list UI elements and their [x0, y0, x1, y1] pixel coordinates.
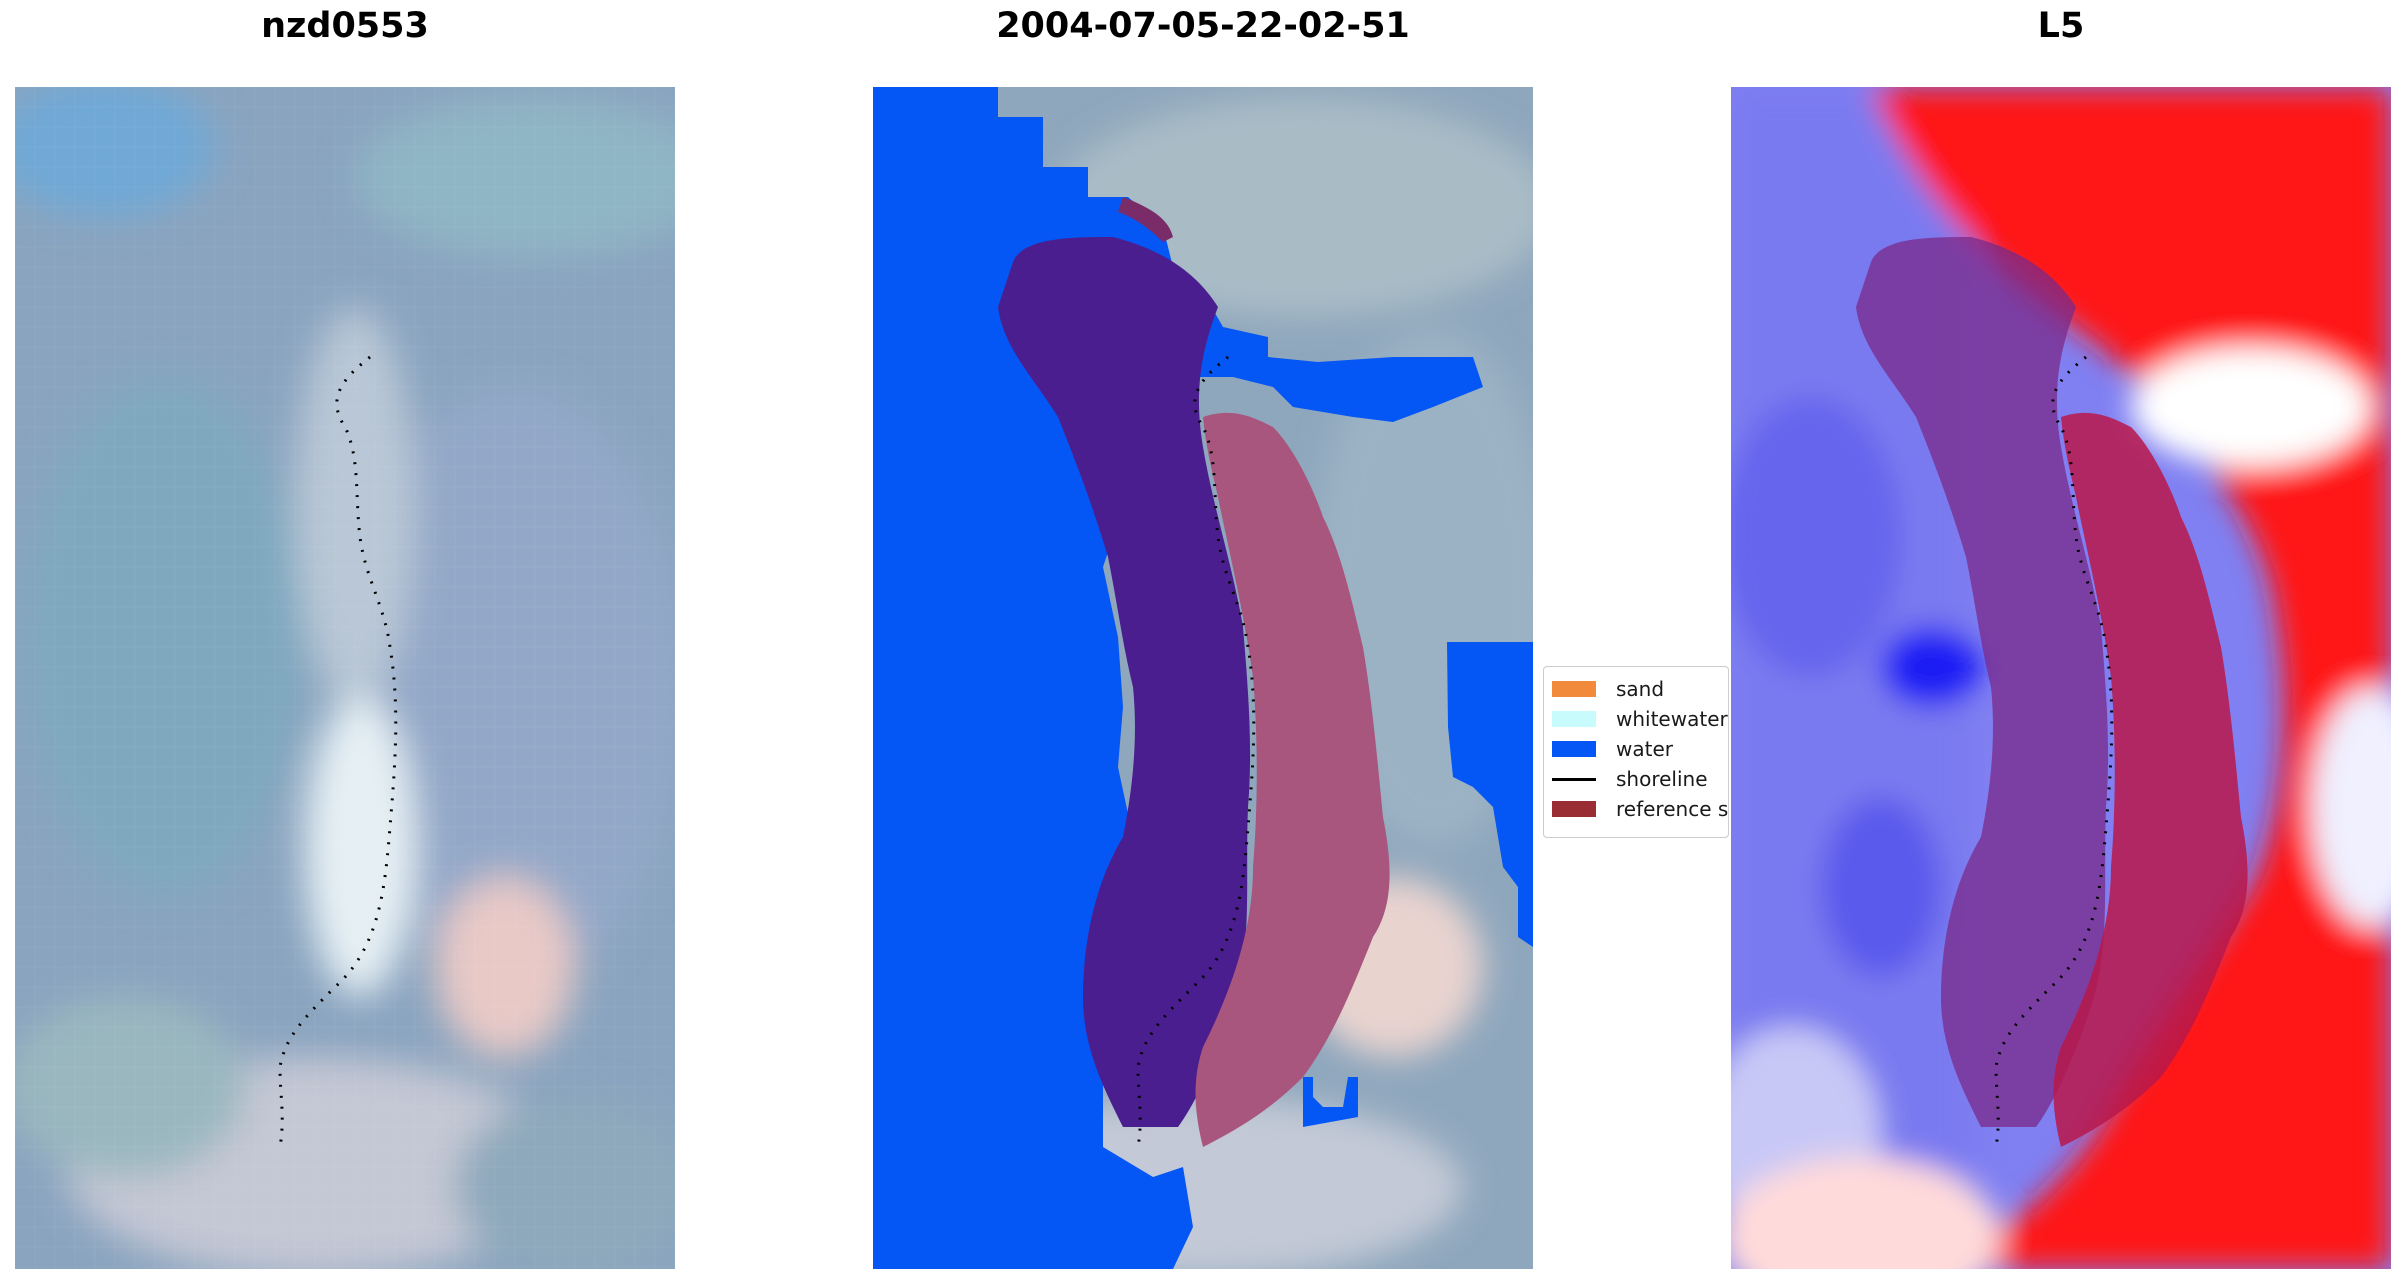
legend-label-water: water: [1616, 737, 1673, 761]
classification-image: [873, 87, 1533, 1269]
legend-item-water: water: [1552, 737, 1673, 761]
water-region: [873, 87, 1483, 1269]
legend-swatch-sand: [1552, 681, 1596, 697]
legend-swatch-reference: [1552, 801, 1596, 817]
legend-swatch-whitewater: [1552, 711, 1596, 727]
water-right: [1447, 642, 1533, 947]
legend: sand whitewater water shoreline referenc…: [1543, 666, 1729, 838]
index-image: [1731, 87, 2391, 1269]
legend-item-reference: reference sl: [1552, 797, 1729, 821]
land-pink-overlay: [2053, 412, 2248, 1147]
classification-panel: [873, 87, 1533, 1269]
legend-label-reference: reference sl: [1616, 797, 1729, 821]
water-bottom-left: [1063, 1167, 1153, 1252]
land-purple-overlay: [1856, 237, 2109, 1127]
legend-item-shoreline: shoreline: [1552, 767, 1708, 791]
shoreline-dots-middle: [1136, 355, 1256, 1148]
title-left: nzd0553: [261, 6, 429, 46]
shoreline-dots-left: [278, 355, 398, 1148]
legend-label-shoreline: shoreline: [1616, 767, 1708, 791]
water-bottom: [1303, 1077, 1358, 1127]
land-purple: [998, 237, 1251, 1127]
legend-label-whitewater: whitewater: [1616, 707, 1728, 731]
index-panel: [1731, 87, 2391, 1269]
legend-swatch-water: [1552, 741, 1596, 757]
rgb-image: [15, 87, 675, 1269]
legend-item-sand: sand: [1552, 677, 1664, 701]
shoreline-dots-right: [1994, 355, 2114, 1148]
title-middle: 2004-07-05-22-02-51: [996, 6, 1410, 46]
legend-item-whitewater: whitewater: [1552, 707, 1728, 731]
legend-line-shoreline: [1552, 777, 1596, 781]
title-right: L5: [2037, 6, 2085, 46]
legend-label-sand: sand: [1616, 677, 1665, 701]
rgb-image-panel: [15, 87, 675, 1269]
land-pink: [1195, 412, 1390, 1147]
